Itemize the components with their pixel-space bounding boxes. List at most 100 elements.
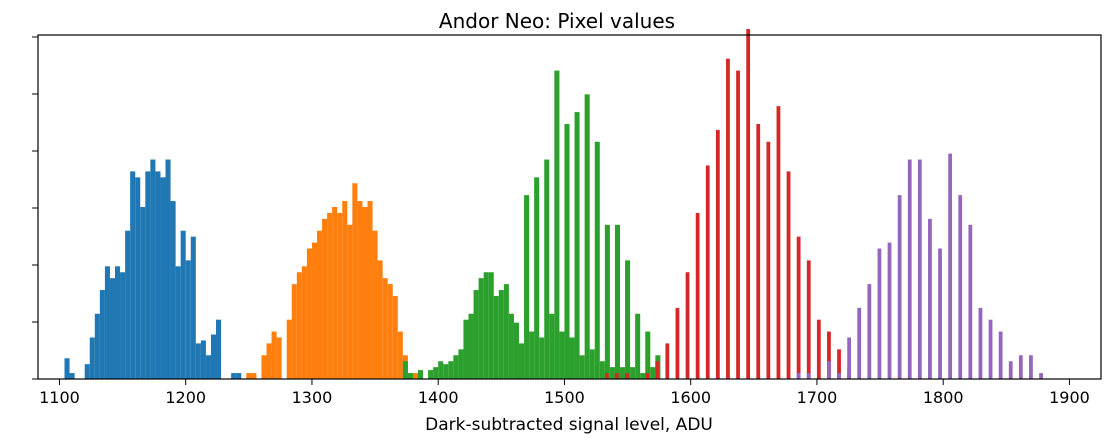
histogram-bar <box>463 319 469 379</box>
histogram-bar <box>276 337 282 379</box>
x-tick-label: 1400 <box>418 388 459 407</box>
histogram-bar <box>635 313 641 379</box>
histogram-bar <box>443 364 449 379</box>
x-tick-label: 1700 <box>797 388 838 407</box>
histogram-bar <box>685 272 690 379</box>
histogram-bar <box>150 159 156 379</box>
histogram-bar <box>216 319 222 379</box>
histogram-bar <box>317 230 323 379</box>
x-tick-label: 1600 <box>670 388 711 407</box>
histogram-bar <box>99 290 105 379</box>
histogram-bar <box>847 337 852 379</box>
histogram-bar <box>377 260 383 379</box>
histogram-bar <box>579 355 585 379</box>
histogram-bar <box>387 284 393 379</box>
histogram-bar <box>544 159 550 379</box>
histogram-bar <box>554 70 560 379</box>
histogram-bar <box>483 272 489 379</box>
histogram-bar <box>261 355 267 379</box>
histogram-bar <box>715 129 720 379</box>
histogram-bar <box>493 295 499 379</box>
histogram-bar <box>109 278 116 379</box>
histogram-bar <box>1018 355 1023 379</box>
histogram-bar <box>195 343 201 379</box>
histogram-bar <box>165 159 171 379</box>
histogram-bar <box>1008 361 1013 379</box>
histogram-bar <box>352 183 358 379</box>
histogram-bar <box>837 349 841 379</box>
histogram-bar <box>625 260 631 379</box>
histogram-bar <box>246 373 252 379</box>
histogram-bar <box>736 70 740 379</box>
histogram-bar <box>837 373 841 379</box>
histogram-bar <box>655 361 660 379</box>
histogram-bar <box>726 58 730 379</box>
histogram-bar <box>155 171 161 379</box>
histogram-bar <box>519 343 525 379</box>
histogram-bar <box>397 331 403 379</box>
histogram-bar <box>625 373 629 379</box>
histogram-bar <box>827 331 831 379</box>
histogram-bar <box>372 230 378 379</box>
histogram-bar <box>458 349 464 379</box>
histogram-bar <box>64 358 70 379</box>
histogram-bar <box>574 112 580 379</box>
histogram-bar <box>190 236 196 379</box>
histogram-bar <box>534 177 540 379</box>
histogram-bar <box>938 248 942 379</box>
histogram-bar <box>327 212 333 379</box>
x-axis-label: Dark-subtracted signal level, ADU <box>425 415 713 435</box>
histogram-bar <box>468 313 474 379</box>
histogram-bar <box>614 224 620 379</box>
histogram-bar <box>857 307 862 379</box>
histogram-bar <box>498 290 504 379</box>
histogram-bar <box>286 319 292 379</box>
histogram-bar <box>1029 355 1033 379</box>
histogram-bar <box>907 159 912 379</box>
histogram-bar <box>130 171 136 379</box>
histogram-bar <box>645 373 650 379</box>
histogram-bar <box>928 218 932 379</box>
histogram-bar <box>816 319 821 379</box>
histogram-bar <box>609 367 615 379</box>
x-tick-label: 1300 <box>292 388 333 407</box>
histogram-bar <box>796 373 801 379</box>
histogram-bar <box>311 242 318 379</box>
histogram-bar <box>675 307 680 379</box>
histogram-bar <box>175 266 181 379</box>
histogram-bar <box>786 171 791 379</box>
histogram-bar <box>887 242 892 379</box>
histogram-bar <box>433 367 439 379</box>
histogram-bar <box>776 106 781 380</box>
histogram-bar <box>897 195 902 379</box>
histogram-bar <box>120 272 126 379</box>
histogram-bar <box>200 340 206 379</box>
histogram-bar <box>367 201 373 379</box>
histogram-bar <box>135 177 141 379</box>
histogram-bar <box>614 373 619 379</box>
histogram-bar <box>89 337 95 379</box>
histogram-bar <box>796 236 801 379</box>
histogram-bar <box>236 373 242 379</box>
histogram-bar <box>766 141 771 379</box>
histogram-bar <box>104 266 110 379</box>
histogram-bar <box>604 373 609 379</box>
histogram-bar <box>160 177 166 379</box>
histogram-bar <box>251 373 257 379</box>
histogram-bar <box>170 201 176 379</box>
histogram-bar <box>524 195 530 379</box>
histogram-bar <box>115 266 121 379</box>
histogram-bar <box>210 334 217 379</box>
x-tick-label: 1200 <box>165 388 206 407</box>
x-tick-label: 1800 <box>923 388 964 407</box>
histogram-bar <box>382 278 388 379</box>
histogram-bar <box>650 367 656 379</box>
histogram-bar <box>266 343 272 379</box>
histogram-bar <box>958 195 963 379</box>
histogram-bar <box>529 331 535 379</box>
histogram-bar <box>407 373 413 379</box>
histogram-bar <box>488 272 494 379</box>
histogram-bar <box>362 207 368 379</box>
histogram-bar <box>867 284 872 379</box>
histogram-bar <box>205 355 211 379</box>
